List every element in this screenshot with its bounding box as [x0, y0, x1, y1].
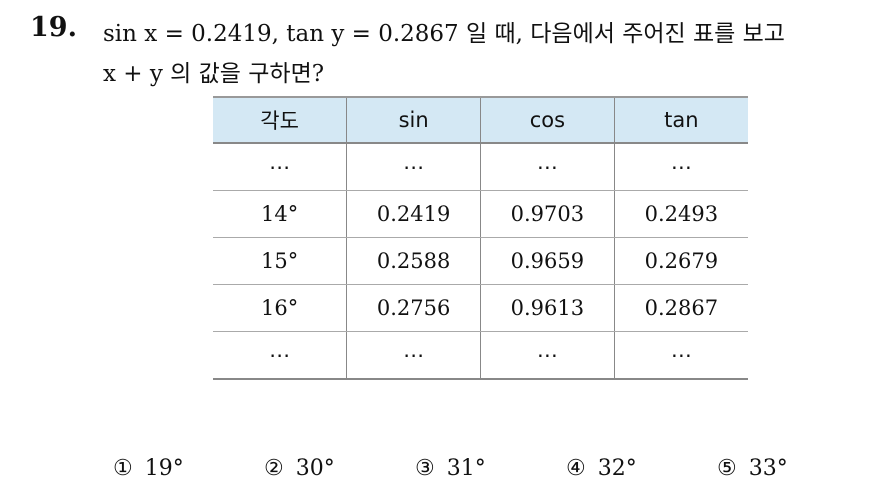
choice-text: 19° [144, 456, 184, 481]
choice-text: 30° [295, 456, 335, 481]
table-body: ⋯ ⋯ ⋯ ⋯ 14° 0.2419 0.9703 0.2493 15° 0.2588 0.9659… [213, 143, 748, 380]
table-cell: 0.9703 [480, 190, 615, 238]
table-cell: ⋯ [480, 331, 615, 380]
table-cell: 0.2493 [613, 190, 748, 238]
table-cell: 0.2867 [613, 284, 748, 332]
table-cell: 0.9613 [480, 284, 615, 332]
choices: ① 19° ② 30° ③ 31° ④ 32° ⑤ 33° [0, 456, 884, 483]
choice-marker: ③ [415, 456, 435, 481]
choice: ① 19° [113, 456, 184, 481]
choice-marker: ④ [566, 456, 586, 481]
table-row: 15° 0.2588 0.9659 0.2679 [213, 237, 748, 285]
question-text: x + y 의 값을 구하면? [103, 61, 325, 87]
choice: ② 30° [264, 456, 335, 481]
header-cell: cos [480, 96, 615, 144]
question-number: 19. [30, 12, 77, 43]
table-cell: 0.2419 [346, 190, 481, 238]
table-cell: 0.9659 [480, 237, 615, 285]
choice-marker: ① [113, 456, 133, 481]
value-table: 각도 sin cos tan ⋯ ⋯ ⋯ ⋯ 14° 0.2419 0.9703 0.2493… [213, 96, 748, 380]
table-cell: ⋯ [480, 143, 615, 191]
choice-text: 33° [748, 456, 788, 481]
header-row: 각도 sin cos tan [213, 96, 748, 144]
table-cell: ⋯ [613, 331, 748, 380]
table-cell: ⋯ [213, 143, 348, 191]
table-row: ⋯ ⋯ ⋯ ⋯ [213, 331, 748, 380]
choice-text: 32° [597, 456, 637, 481]
table-cell: ⋯ [346, 143, 481, 191]
table-row: 16° 0.2756 0.9613 0.2867 [213, 284, 748, 332]
table-cell: 0.2588 [346, 237, 481, 285]
header-cell: sin [346, 96, 481, 144]
table-cell: ⋯ [213, 331, 348, 380]
choice-marker: ⑤ [717, 456, 737, 481]
table-cell: ⋯ [346, 331, 481, 380]
choice: ③ 31° [415, 456, 486, 481]
choice-marker: ② [264, 456, 284, 481]
header-cell: tan [613, 96, 748, 144]
table-row: 14° 0.2419 0.9703 0.2493 [213, 190, 748, 238]
table-cell: 0.2756 [346, 284, 481, 332]
choice: ⑤ 33° [717, 456, 788, 481]
choice: ④ 32° [566, 456, 637, 481]
table-row: ⋯ ⋯ ⋯ ⋯ [213, 143, 748, 191]
header-cell: 각도 [213, 96, 348, 144]
choice-text: 31° [446, 456, 486, 481]
table-cell: ⋯ [613, 143, 748, 191]
table-cell: 15° [213, 237, 348, 285]
table-cell: 14° [213, 190, 348, 238]
table-cell: 16° [213, 284, 348, 332]
question-text: sin x = 0.2419, tan y = 0.2867 일 때, 다음에서… [103, 21, 785, 47]
table-cell: 0.2679 [613, 237, 748, 285]
